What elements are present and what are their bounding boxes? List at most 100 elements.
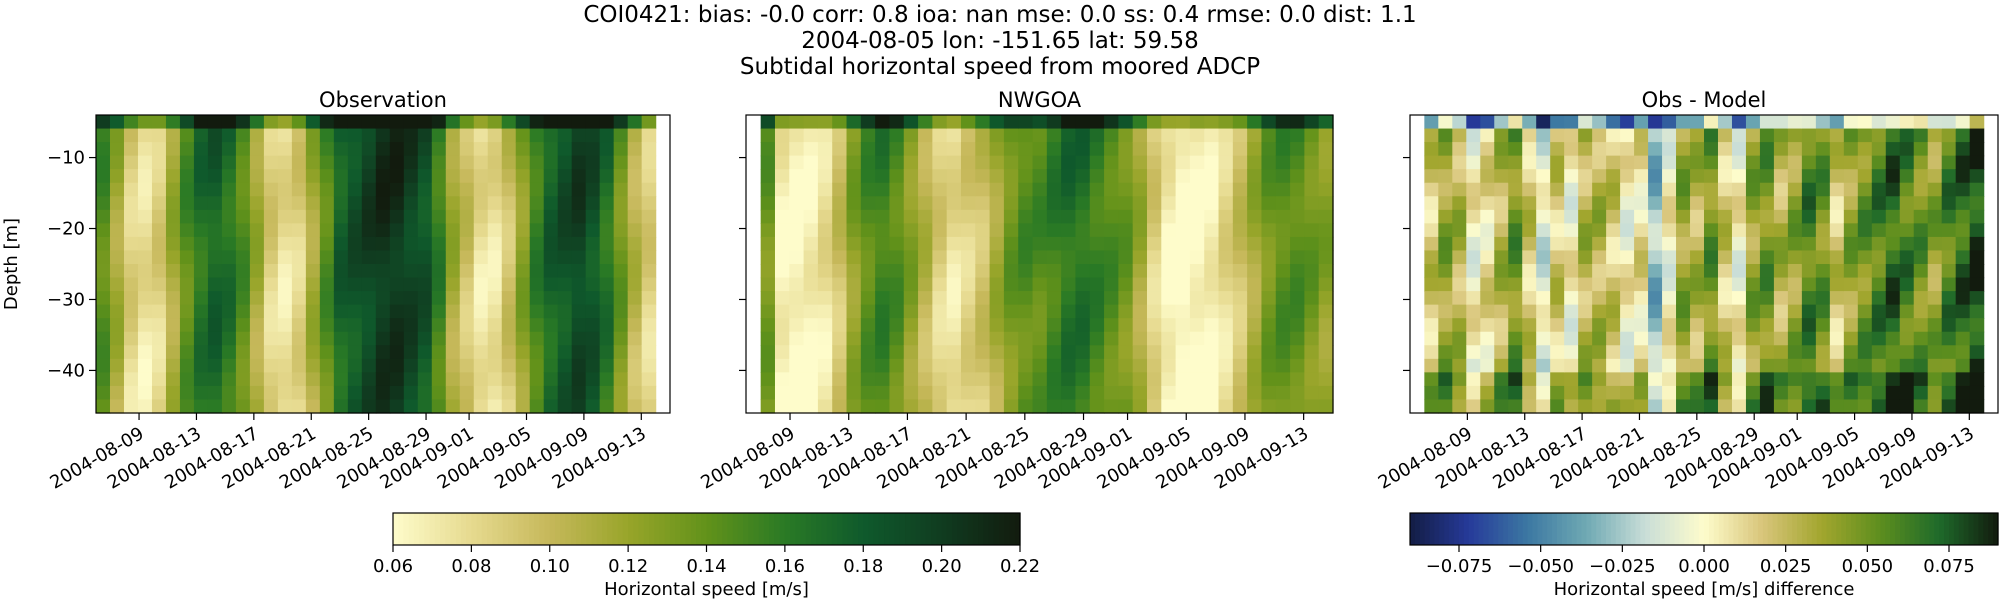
heatmap-cell [1815, 277, 1831, 292]
heatmap-cell [1662, 372, 1677, 387]
heatmap-cell [1318, 250, 1334, 265]
heatmap-cell [445, 385, 461, 401]
heatmap-cell [613, 236, 629, 252]
heatmap-cell [1871, 169, 1887, 184]
heatmap-cell [1955, 345, 1971, 360]
heatmap-cell [1592, 318, 1607, 333]
heatmap-cell [1759, 385, 1775, 401]
heatmap-cell [1089, 345, 1105, 360]
heatmap-cell [1290, 358, 1305, 373]
heatmap-cell [515, 155, 531, 170]
heatmap-cell [193, 155, 209, 170]
heatmap-cell [501, 142, 517, 157]
heatmap-cell [1550, 372, 1565, 387]
heatmap-cell [1104, 385, 1119, 401]
colorbar-segment [1919, 513, 1926, 545]
heatmap-cell [1676, 182, 1691, 197]
heatmap-cell [1913, 372, 1929, 387]
heatmap-cell [557, 399, 573, 414]
heatmap-cell [1759, 291, 1775, 306]
heatmap-cell [179, 345, 195, 360]
heatmap-cell [193, 115, 209, 130]
heatmap-cell [1204, 385, 1220, 401]
heatmap-cell [389, 304, 405, 319]
heatmap-cell [277, 196, 293, 211]
heatmap-cell [445, 182, 461, 197]
heatmap-cell [1676, 358, 1691, 373]
heatmap-cell [1075, 345, 1091, 360]
heatmap-cell [501, 128, 517, 143]
heatmap-cell [903, 182, 919, 197]
heatmap-cell [1061, 182, 1077, 197]
heatmap-cell [1662, 291, 1677, 306]
heatmap-cell [473, 142, 489, 157]
heatmap-cell [1564, 128, 1579, 143]
heatmap-cell [946, 223, 962, 238]
panel-title: NWGOA [998, 88, 1082, 112]
heatmap-cell [627, 182, 643, 197]
heatmap-cell [875, 209, 891, 224]
heatmap-cell [1578, 115, 1593, 130]
heatmap-cell [221, 385, 237, 401]
heatmap-cell [1466, 115, 1481, 130]
heatmap-cell [1046, 277, 1062, 292]
heatmap-cell [832, 399, 848, 414]
heatmap-cell [1634, 372, 1649, 387]
heatmap-cell [1304, 250, 1320, 265]
heatmap-cell [1773, 169, 1789, 184]
heatmap-cell [875, 236, 891, 252]
heatmap-cell [1118, 331, 1134, 346]
colorbar-segment [1542, 513, 1548, 545]
heatmap-cell [946, 128, 962, 143]
heatmap-cell [817, 209, 833, 224]
heatmap-cell [1061, 169, 1077, 184]
heatmap-cell [1132, 182, 1148, 197]
colorbar-segment [591, 513, 598, 545]
heatmap-cell [975, 250, 991, 265]
colorbar-segment [1890, 513, 1896, 545]
heatmap-cell [1452, 318, 1467, 333]
heatmap-cell [165, 399, 181, 414]
colorbar-segment [1713, 513, 1720, 545]
heatmap-cell [1046, 236, 1062, 252]
heatmap-cell [96, 304, 111, 319]
heatmap-cell [1564, 277, 1579, 292]
heatmap-cell [1871, 399, 1887, 414]
heatmap-cell [1304, 264, 1320, 279]
heatmap-cell [1955, 372, 1971, 387]
heatmap-cell [1885, 358, 1901, 373]
heatmap-cell [137, 345, 153, 360]
heatmap-cell [1899, 182, 1915, 197]
colorbar-tick-label: 0.08 [451, 556, 491, 577]
heatmap-cell [989, 196, 1005, 211]
heatmap-cell [889, 250, 905, 265]
heatmap-cell [1089, 196, 1105, 211]
heatmap-cell [1466, 250, 1481, 265]
heatmap-cell [137, 358, 153, 373]
heatmap-cell [249, 345, 265, 360]
heatmap-cell [543, 209, 559, 224]
heatmap-cell [1494, 277, 1509, 292]
heatmap-cell [817, 399, 833, 414]
heatmap-cell [1759, 331, 1775, 346]
heatmap-cell [1018, 264, 1034, 279]
heatmap-cell [249, 331, 265, 346]
heatmap-cell [875, 358, 891, 373]
heatmap-cell [918, 182, 933, 197]
heatmap-cell [1578, 250, 1593, 265]
heatmap-cell [1899, 399, 1915, 414]
colorbar-segment [1488, 513, 1494, 545]
heatmap-cell [1261, 182, 1277, 197]
heatmap-cell [946, 182, 962, 197]
heatmap-cell [1829, 372, 1845, 387]
heatmap-cell [1815, 223, 1831, 238]
heatmap-cell [760, 142, 776, 157]
heatmap-cell [123, 209, 139, 224]
heatmap-cell [137, 236, 153, 252]
colorbar-segment [1473, 513, 1480, 545]
colorbar-segment [1958, 513, 1965, 545]
heatmap-cell [515, 345, 531, 360]
heatmap-cell [1424, 304, 1439, 319]
heatmap-cell [249, 318, 265, 333]
heatmap-cell [1592, 277, 1607, 292]
